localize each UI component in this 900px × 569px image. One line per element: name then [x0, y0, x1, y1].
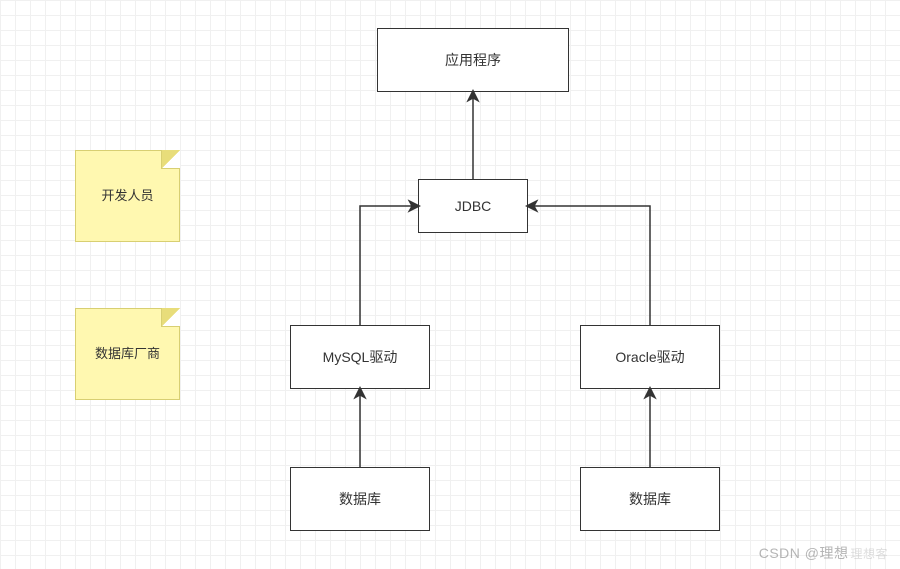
node-jdbc-label: JDBC — [455, 197, 492, 215]
diagram-canvas: 开发人员 数据库厂商 应用程序 JDBC MySQL驱动 Oracle驱动 数据… — [0, 0, 900, 569]
node-oracle: Oracle驱动 — [580, 325, 720, 389]
node-app: 应用程序 — [377, 28, 569, 92]
node-db-right: 数据库 — [580, 467, 720, 531]
edge-oracle-jdbc — [528, 206, 650, 325]
node-db-left-label: 数据库 — [339, 490, 381, 508]
sticky-fold-icon — [161, 150, 180, 169]
edge-mysql-jdbc — [360, 206, 418, 325]
node-oracle-label: Oracle驱动 — [615, 348, 684, 366]
sticky-fold-icon — [161, 308, 180, 327]
node-db-right-label: 数据库 — [629, 490, 671, 508]
node-app-label: 应用程序 — [445, 51, 501, 69]
node-db-left: 数据库 — [290, 467, 430, 531]
watermark-faint: 理想客 — [850, 547, 888, 561]
node-mysql: MySQL驱动 — [290, 325, 430, 389]
sticky-dev-label: 开发人员 — [101, 188, 153, 205]
sticky-vendor: 数据库厂商 — [75, 308, 180, 400]
sticky-vendor-label: 数据库厂商 — [95, 346, 160, 363]
sticky-dev: 开发人员 — [75, 150, 180, 242]
watermark-main: CSDN @理想 — [759, 545, 849, 561]
node-jdbc: JDBC — [418, 179, 528, 233]
watermark: CSDN @理想理想客 — [759, 543, 888, 563]
node-mysql-label: MySQL驱动 — [323, 348, 398, 366]
